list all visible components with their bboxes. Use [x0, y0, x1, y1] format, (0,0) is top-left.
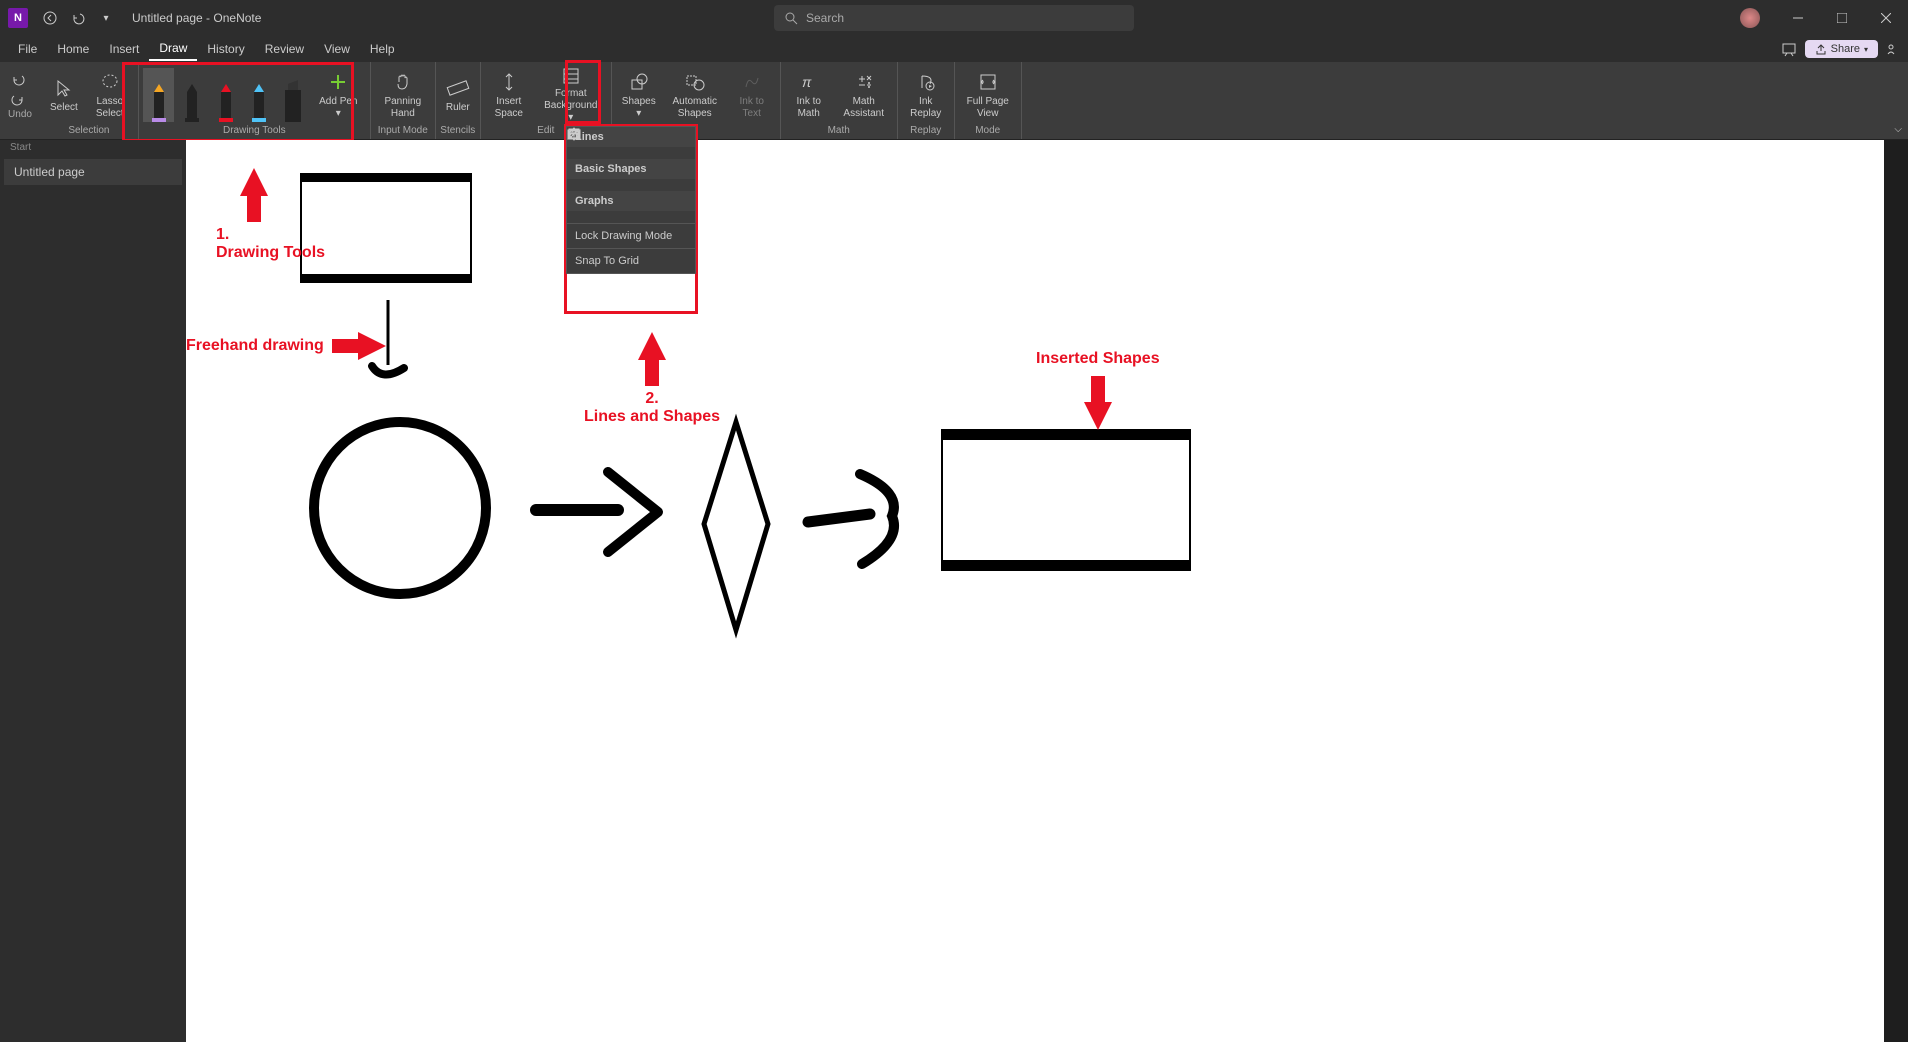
pen-0[interactable]	[143, 68, 175, 122]
pen-4[interactable]	[277, 68, 309, 122]
shapes-dropdown: Lines Basic Shapes Graphs x Lock Drawing…	[566, 126, 696, 274]
menu-bar: File Home Insert Draw History Review Vie…	[0, 36, 1908, 62]
select-button[interactable]: Select	[44, 66, 84, 124]
undo-quick-button[interactable]	[64, 4, 92, 32]
automatic-shapes-button[interactable]: Automatic Shapes	[664, 66, 726, 124]
panning-hand-button[interactable]: Panning Hand	[375, 66, 431, 124]
share-button[interactable]: Share ▾	[1805, 40, 1878, 58]
title-bar: N ▾ Untitled page - OneNote Search	[0, 0, 1908, 36]
math-group-label: Math	[785, 124, 893, 138]
search-input[interactable]: Search	[774, 5, 1134, 31]
back-button[interactable]	[36, 4, 64, 32]
feedback-icon[interactable]	[1886, 42, 1900, 56]
annotation-1: 1. Drawing Tools	[216, 168, 325, 262]
annotation-3: 2. Lines and Shapes	[584, 332, 720, 426]
avatar[interactable]	[1740, 8, 1760, 28]
shapes-button[interactable]: Shapes▾	[616, 66, 662, 124]
pen-2[interactable]	[210, 68, 242, 122]
svg-text:π: π	[802, 74, 812, 90]
replay-group-label: Replay	[902, 124, 950, 138]
insert-space-button[interactable]: Insert Space	[485, 66, 533, 124]
menu-history[interactable]: History	[197, 38, 254, 60]
share-label: Share	[1831, 43, 1860, 55]
add-pen-button[interactable]: Add Pen ▾	[311, 66, 366, 124]
lock-drawing-mode[interactable]: Lock Drawing Mode	[567, 223, 695, 248]
lines-header: Lines	[567, 127, 695, 147]
annotation-4: Inserted Shapes	[1036, 350, 1160, 430]
menu-file[interactable]: File	[8, 38, 47, 60]
undo-button[interactable]	[10, 72, 30, 88]
search-icon	[784, 11, 798, 25]
stencils-group-label: Stencils	[440, 124, 476, 138]
undo-group-label: Undo	[4, 108, 36, 122]
snap-to-grid[interactable]: Snap To Grid	[567, 248, 695, 273]
canvas[interactable]: Lines Basic Shapes Graphs x Lock Drawing…	[186, 140, 1884, 1042]
menu-home[interactable]: Home	[47, 38, 99, 60]
ink-replay-button[interactable]: Ink Replay	[902, 66, 950, 124]
selection-group-label: Selection	[44, 124, 134, 138]
menu-insert[interactable]: Insert	[99, 38, 149, 60]
format-background-button[interactable]: Format Background ▾	[535, 66, 607, 124]
full-page-view-button[interactable]: Full Page View	[959, 66, 1017, 124]
pen-3[interactable]	[244, 68, 276, 122]
close-button[interactable]	[1864, 0, 1908, 36]
ink-to-math-button[interactable]: π Ink to Math	[785, 66, 833, 124]
lasso-select-button[interactable]: Lasso Select	[86, 66, 134, 124]
basic-shapes-header: Basic Shapes	[567, 159, 695, 179]
ink-to-text-button: Ink to Text	[728, 66, 776, 124]
ruler-button[interactable]: Ruler	[440, 66, 476, 124]
app-icon: N	[8, 8, 28, 28]
ribbon-collapse-button[interactable]: ⌵	[1894, 124, 1902, 135]
present-icon[interactable]	[1781, 41, 1797, 57]
maximize-button[interactable]	[1820, 0, 1864, 36]
minimize-button[interactable]	[1776, 0, 1820, 36]
share-icon	[1815, 43, 1827, 55]
mode-group-label: Mode	[959, 124, 1017, 138]
page-list-panel: Start Untitled page	[0, 140, 186, 1042]
customize-qat-button[interactable]: ▾	[92, 4, 120, 32]
search-placeholder: Search	[806, 11, 844, 25]
menu-review[interactable]: Review	[255, 38, 314, 60]
page-list-item[interactable]: Untitled page	[4, 159, 182, 185]
annotation-2: Freehand drawing	[186, 332, 386, 360]
math-assistant-button[interactable]: Math Assistant	[835, 66, 893, 124]
start-label: Start	[0, 140, 186, 155]
pen-1[interactable]	[176, 68, 208, 122]
canvas-drawing	[186, 140, 1466, 840]
drawing-tools-group-label: Drawing Tools	[143, 124, 366, 138]
window-title: Untitled page - OneNote	[132, 11, 261, 25]
graphs-header: Graphs	[567, 191, 695, 211]
input-mode-group-label: Input Mode	[375, 124, 431, 138]
menu-draw[interactable]: Draw	[149, 37, 197, 61]
grid-icon	[567, 127, 581, 141]
menu-help[interactable]: Help	[360, 38, 405, 60]
menu-view[interactable]: View	[314, 38, 360, 60]
redo-button[interactable]	[10, 92, 30, 108]
ribbon: Undo Select Lasso Select Selection Add P…	[0, 62, 1908, 140]
